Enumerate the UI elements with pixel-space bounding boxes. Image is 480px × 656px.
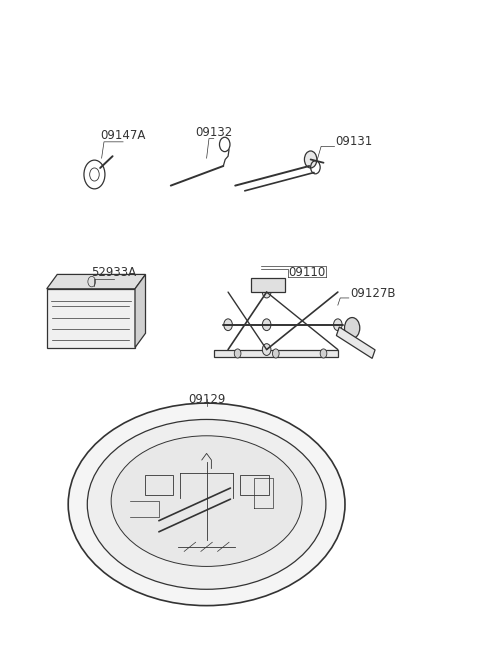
Text: 09129: 09129	[188, 394, 225, 406]
Ellipse shape	[68, 403, 345, 605]
Polygon shape	[47, 289, 135, 348]
Circle shape	[334, 319, 342, 331]
Circle shape	[263, 286, 271, 298]
Polygon shape	[251, 277, 285, 292]
Polygon shape	[214, 350, 338, 358]
Circle shape	[304, 151, 317, 168]
Ellipse shape	[87, 419, 326, 589]
Circle shape	[273, 349, 279, 358]
Circle shape	[345, 318, 360, 338]
Circle shape	[263, 319, 271, 331]
Circle shape	[224, 319, 232, 331]
Ellipse shape	[111, 436, 302, 566]
Polygon shape	[336, 327, 375, 358]
Circle shape	[263, 344, 271, 356]
Circle shape	[234, 349, 241, 358]
Polygon shape	[135, 274, 145, 348]
Text: 09147A: 09147A	[100, 129, 146, 142]
Polygon shape	[47, 274, 145, 289]
Text: 09131: 09131	[336, 135, 372, 148]
Text: 09132: 09132	[195, 125, 232, 138]
Text: 09127B: 09127B	[350, 287, 395, 300]
Text: 09110: 09110	[288, 266, 325, 279]
Circle shape	[320, 349, 327, 358]
Text: 52933A: 52933A	[91, 266, 136, 279]
